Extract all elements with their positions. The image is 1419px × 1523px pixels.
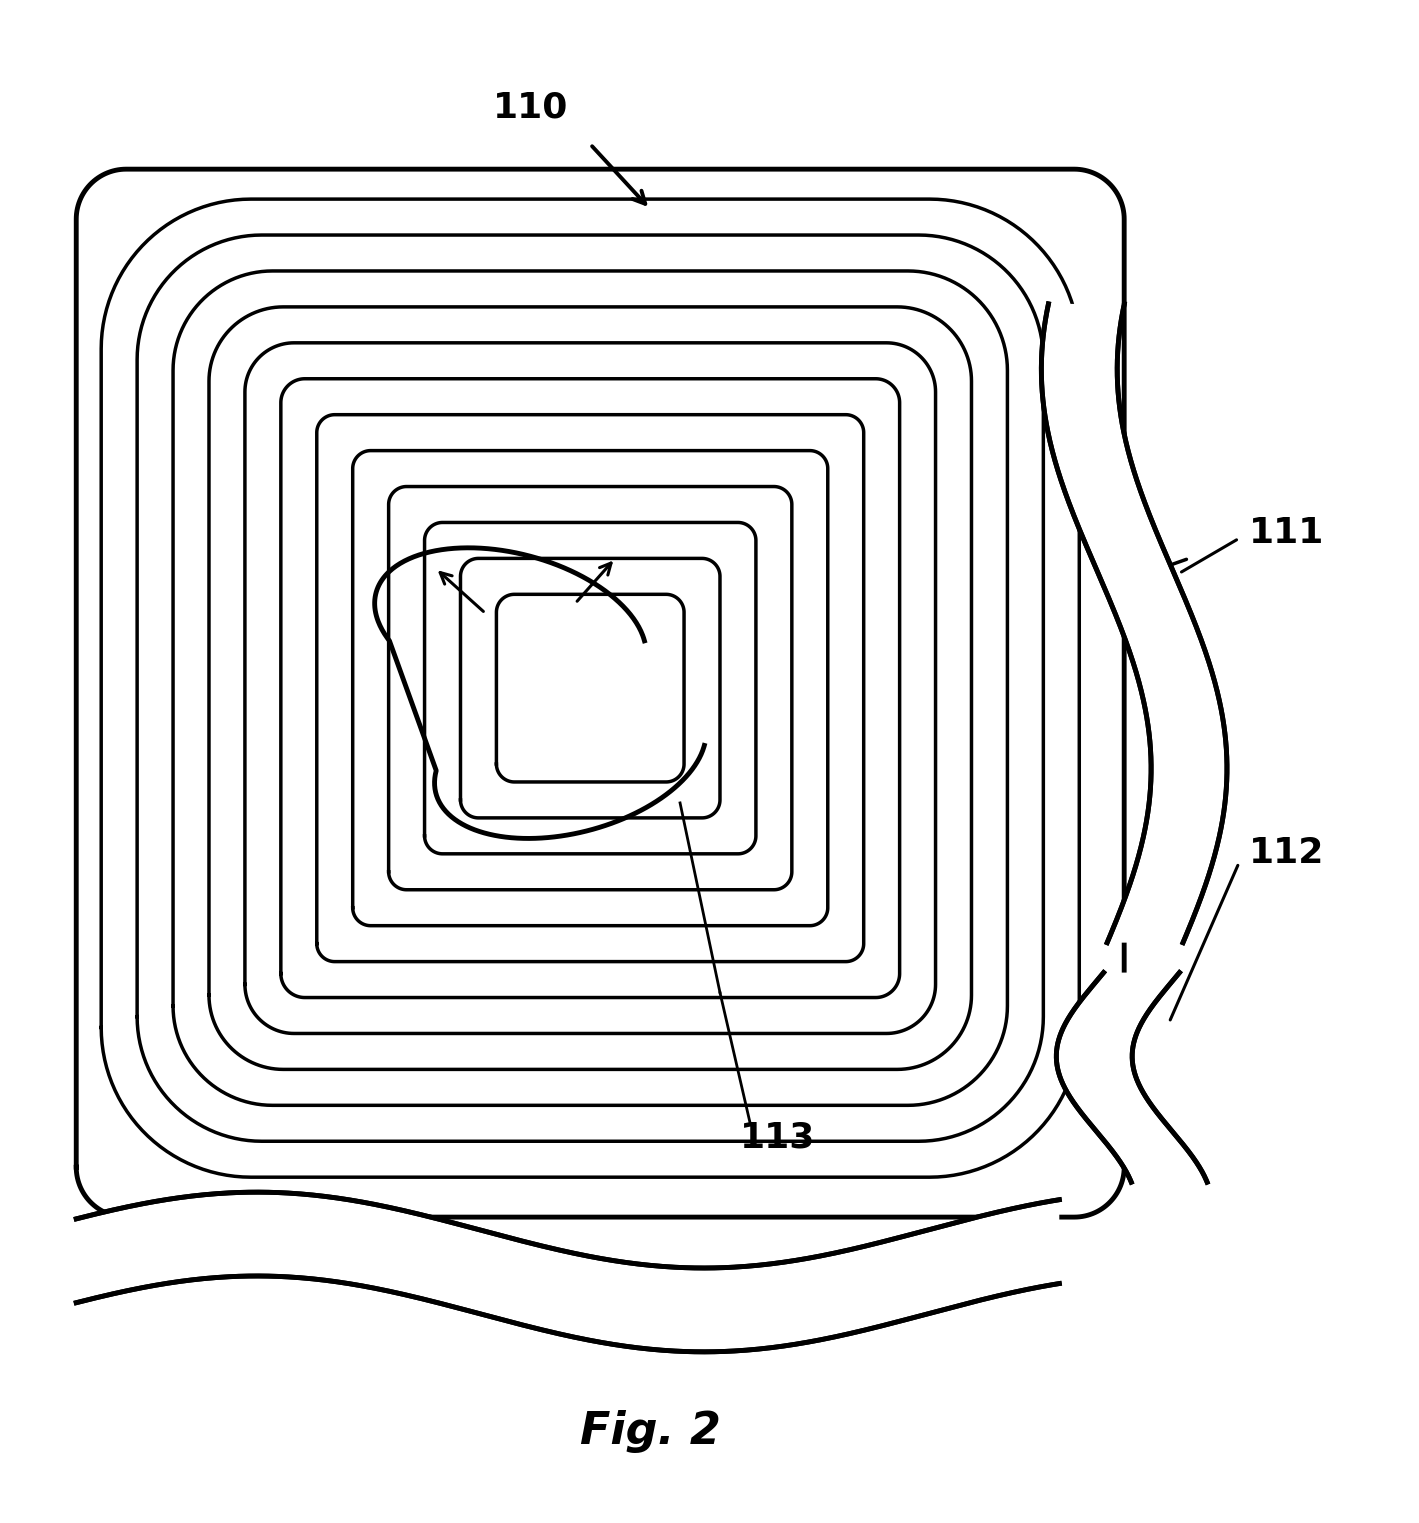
Text: 113: 113 xyxy=(739,1121,816,1154)
Polygon shape xyxy=(1056,973,1208,1182)
Text: Fig. 2: Fig. 2 xyxy=(580,1410,721,1453)
Polygon shape xyxy=(1042,305,1227,943)
Text: 112: 112 xyxy=(1249,836,1324,870)
Polygon shape xyxy=(77,1193,1060,1352)
Text: 111: 111 xyxy=(1249,516,1324,550)
Text: 110: 110 xyxy=(492,90,568,125)
